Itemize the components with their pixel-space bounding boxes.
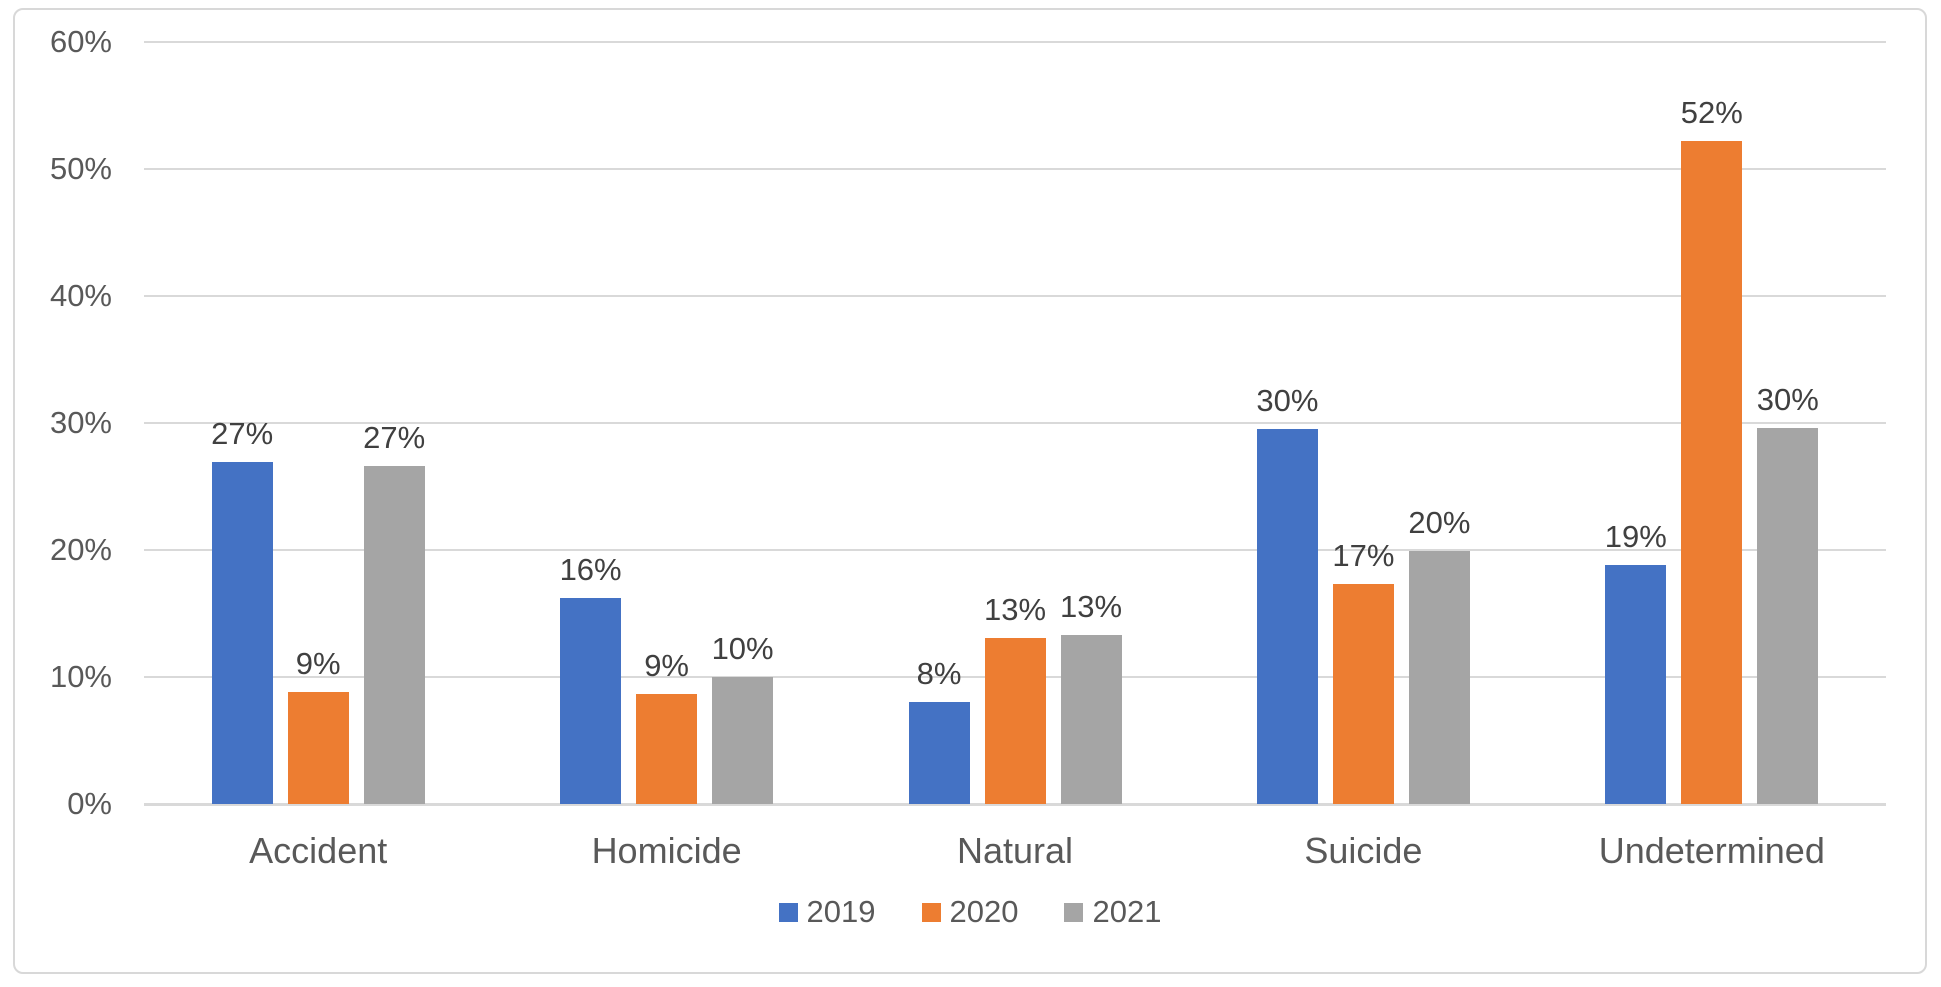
- bar-value-label: 30%: [1756, 382, 1819, 417]
- bar-value-label: 17%: [1332, 538, 1395, 573]
- gridline: [144, 41, 1886, 43]
- legend: 2019 2020 2021: [15, 895, 1925, 929]
- y-tick-label: 40%: [49, 278, 112, 313]
- bar-2019-accident: [211, 462, 273, 804]
- bar-2019-suicide: [1256, 429, 1318, 804]
- y-tick-label: 60%: [49, 24, 112, 59]
- bar-2021-undetermined: [1757, 428, 1819, 804]
- legend-swatch-icon: [921, 902, 941, 922]
- y-tick-label: 50%: [49, 151, 112, 186]
- bar-value-label: 27%: [211, 416, 274, 451]
- gridline: [144, 295, 1886, 297]
- bar-value-label: 30%: [1256, 383, 1319, 418]
- bar-2021-natural: [1060, 635, 1122, 804]
- legend-label: 2021: [1092, 894, 1162, 929]
- y-tick-label: 30%: [49, 405, 112, 440]
- bar-2019-natural: [908, 702, 970, 804]
- bar-2020-homicide: [636, 694, 698, 804]
- bar-value-label: 16%: [559, 552, 622, 587]
- bar-2019-homicide: [560, 598, 622, 804]
- category-label-natural: Natural: [956, 830, 1074, 871]
- bar-2020-undetermined: [1681, 141, 1743, 804]
- legend-item-2020: 2020: [921, 894, 1019, 929]
- bar-2019-undetermined: [1605, 565, 1667, 804]
- y-tick-label: 20%: [49, 532, 112, 567]
- legend-swatch-icon: [778, 902, 798, 922]
- gridline: [144, 168, 1886, 170]
- bar-value-label: 20%: [1408, 505, 1471, 540]
- bar-2020-suicide: [1332, 584, 1394, 804]
- legend-item-2021: 2021: [1064, 895, 1161, 929]
- bar-value-label: 10%: [711, 631, 774, 666]
- bar-value-label: 13%: [1059, 589, 1123, 624]
- bar-2021-suicide: [1408, 551, 1470, 804]
- chart-frame: 0% 10% 20% 30% 40% 50% 60% 27% 9% 27% 16% 9% 10% 8% 1…: [13, 8, 1927, 974]
- bar-value-label: 27%: [363, 420, 426, 455]
- category-label-homicide: Homicide: [591, 830, 742, 871]
- bar-value-label: 13%: [983, 592, 1047, 627]
- bar-value-label: 52%: [1680, 95, 1743, 130]
- x-axis-line: [144, 803, 1886, 806]
- bar-value-label: 9%: [295, 646, 341, 681]
- y-tick-label: 0%: [67, 786, 112, 821]
- gridline: [144, 422, 1886, 424]
- bar-2021-homicide: [712, 677, 774, 804]
- bar-value-label: 9%: [644, 648, 689, 683]
- legend-label: 2020: [949, 894, 1019, 929]
- category-label-accident: Accident: [249, 830, 388, 871]
- bar-2021-accident: [363, 466, 425, 804]
- legend-item-2019: 2019: [778, 894, 876, 929]
- bar-value-label: 19%: [1604, 519, 1667, 554]
- legend-label: 2019: [806, 894, 876, 929]
- category-label-suicide: Suicide: [1304, 830, 1423, 871]
- bar-2020-accident: [287, 692, 349, 804]
- gridline: [144, 549, 1886, 551]
- y-tick-label: 10%: [49, 659, 112, 694]
- category-label-undetermined: Undetermined: [1598, 830, 1825, 871]
- legend-swatch-icon: [1064, 902, 1084, 922]
- bar-2020-natural: [984, 638, 1046, 804]
- bar-value-label: 8%: [916, 656, 962, 691]
